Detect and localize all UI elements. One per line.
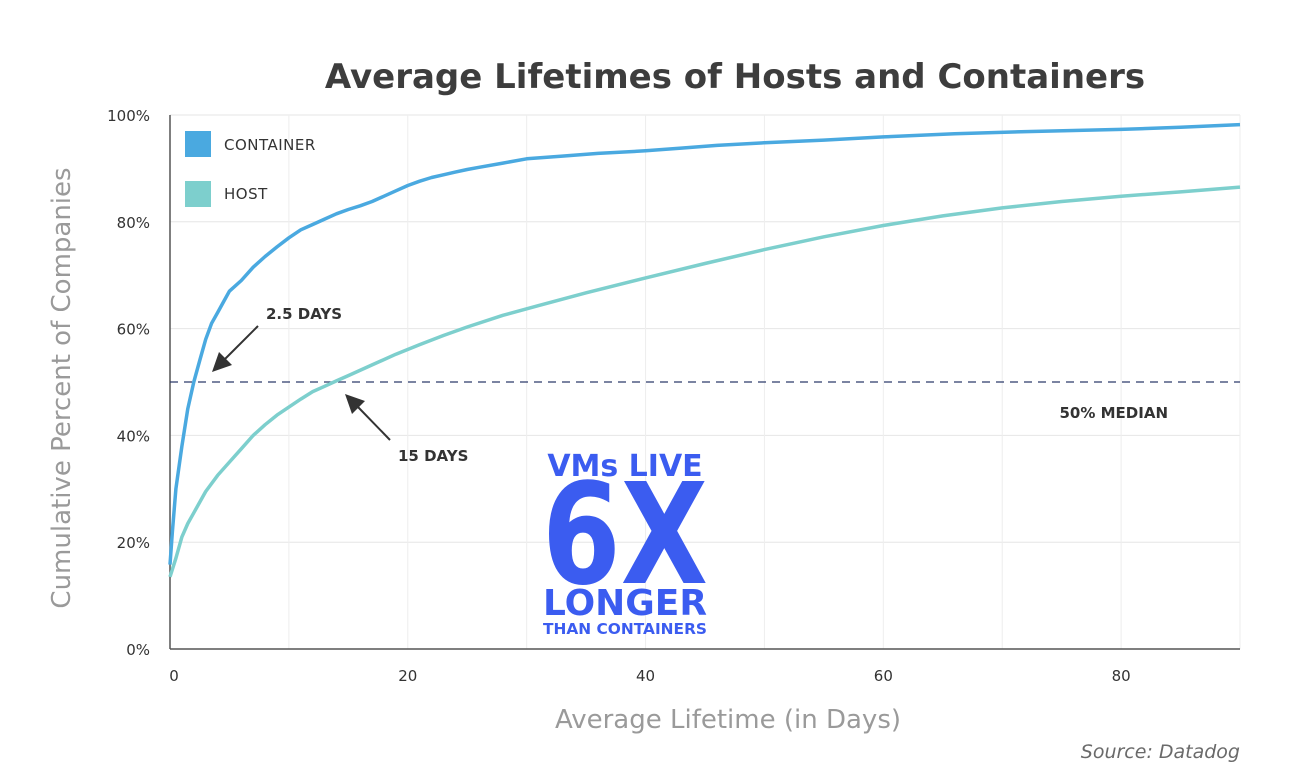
y-tick-label: 100% bbox=[107, 107, 150, 125]
x-tick-label: 0 bbox=[169, 667, 179, 685]
x-tick-label: 60 bbox=[874, 667, 893, 685]
y-tick-label: 20% bbox=[117, 534, 150, 552]
chart-title: Average Lifetimes of Hosts and Container… bbox=[325, 57, 1145, 97]
annotation-container-median: 2.5 DAYS bbox=[266, 305, 342, 323]
series-line-host bbox=[168, 185, 1241, 578]
y-tick-label: 40% bbox=[117, 427, 150, 445]
y-tick-label: 80% bbox=[117, 214, 150, 232]
x-tick-label: 20 bbox=[398, 667, 417, 685]
y-axis-label: Cumulative Percent of Companies bbox=[47, 167, 77, 608]
callout-line1: VMs LIVE bbox=[547, 449, 702, 484]
legend-swatch-container bbox=[185, 131, 211, 157]
annotation-host-median: 15 DAYS bbox=[398, 447, 468, 465]
legend-label-host: HOST bbox=[224, 185, 268, 203]
y-tick-label: 60% bbox=[117, 321, 150, 339]
x-tick-labels: 0 20 40 60 80 bbox=[169, 667, 1130, 685]
legend-swatch-host bbox=[185, 181, 211, 207]
x-tick-label: 40 bbox=[636, 667, 655, 685]
arrow-container-median bbox=[212, 325, 259, 372]
legend-label-container: CONTAINER bbox=[224, 136, 316, 154]
y-tick-labels: 0% 20% 40% 60% 80% 100% bbox=[107, 107, 150, 659]
x-tick-label: 80 bbox=[1112, 667, 1131, 685]
grid-lines bbox=[170, 114, 1240, 543]
callout-line2: 6X bbox=[542, 454, 708, 617]
series-line-container bbox=[168, 122, 1241, 565]
y-tick-label: 0% bbox=[126, 641, 150, 659]
arrow-host-median bbox=[345, 394, 391, 441]
x-axis-label: Average Lifetime (in Days) bbox=[555, 705, 901, 735]
source-note: Source: Datadog bbox=[1081, 741, 1240, 763]
callout-line4: THAN CONTAINERS bbox=[543, 620, 707, 638]
callout: VMs LIVE 6X LONGER THAN CONTAINERS bbox=[542, 449, 708, 638]
median-label: 50% MEDIAN bbox=[1060, 404, 1169, 422]
callout-line3: LONGER bbox=[543, 583, 707, 624]
